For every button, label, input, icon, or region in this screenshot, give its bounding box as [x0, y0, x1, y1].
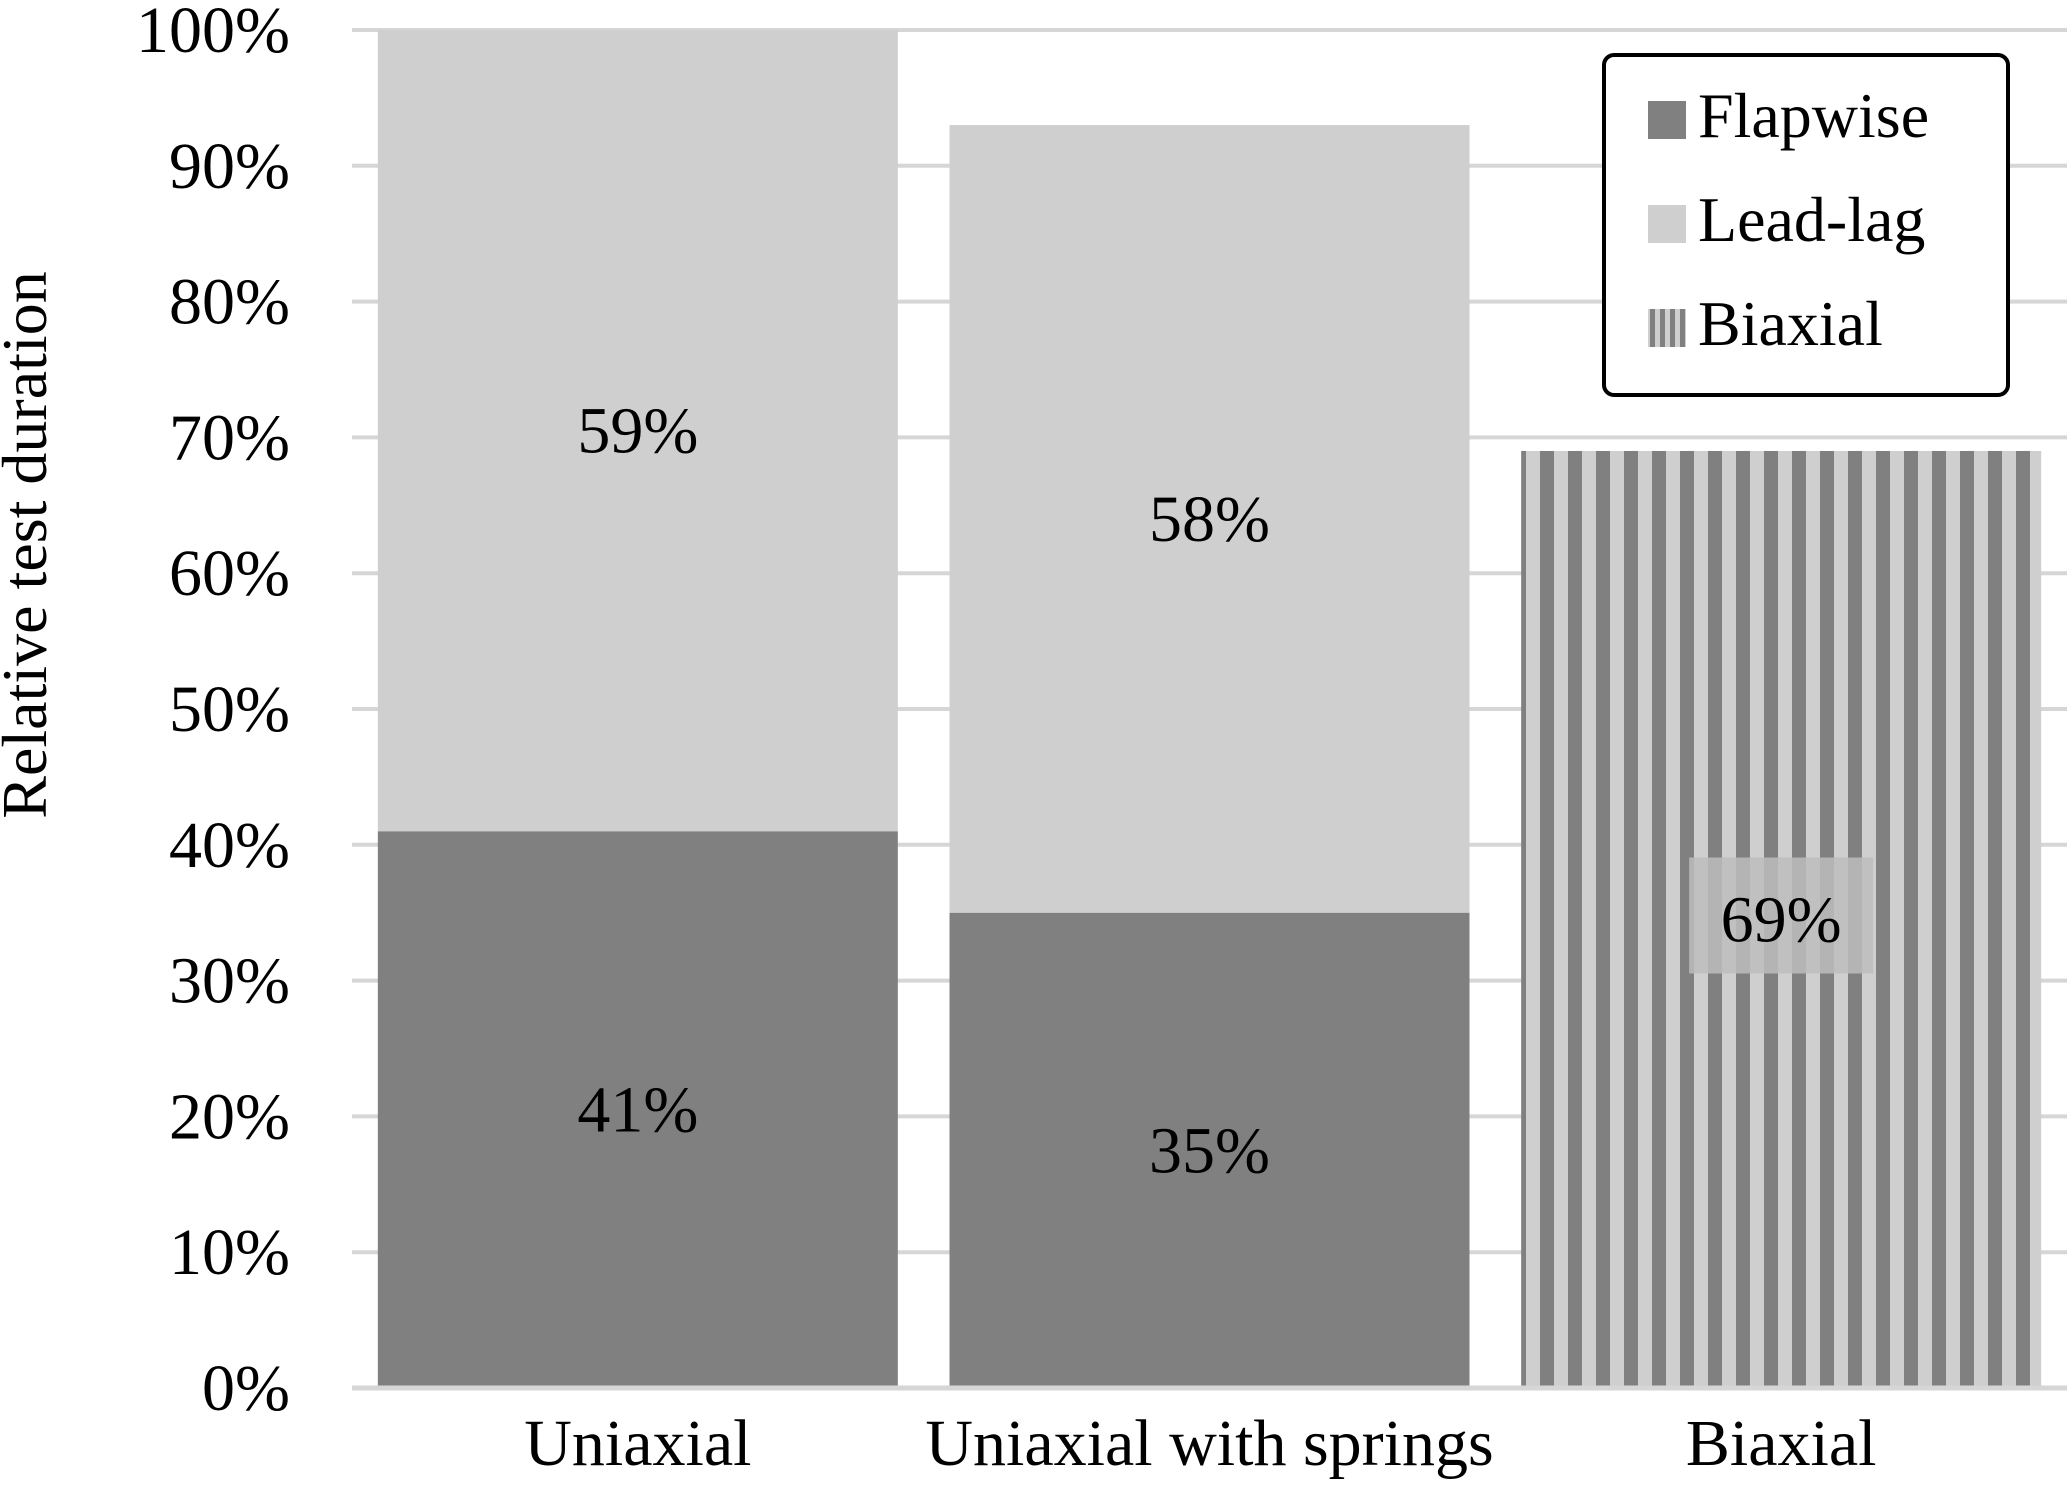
- data-label: 69%: [1721, 883, 1842, 956]
- y-tick-label: 20%: [169, 1080, 290, 1153]
- bar-flapwise: [949, 912, 1470, 1388]
- y-tick-label: 100%: [136, 0, 290, 67]
- y-tick-label: 60%: [169, 537, 290, 610]
- legend-label: Biaxial: [1698, 288, 1883, 359]
- y-tick-label: 0%: [202, 1352, 290, 1425]
- bar-flapwise: [377, 831, 898, 1388]
- data-label: 35%: [1149, 1114, 1270, 1187]
- data-label: 58%: [1149, 483, 1270, 556]
- y-tick-label: 40%: [169, 809, 290, 882]
- data-label-background: [1689, 857, 1874, 974]
- y-tick-label: 30%: [169, 945, 290, 1018]
- y-tick-label: 10%: [169, 1216, 290, 1289]
- axes: 0% 10% 20% 30% 40% 50% 60% 70% 80% 90% 100% Uniaxia…: [136, 0, 2067, 1480]
- x-category-label: Uniaxial with springs: [925, 1407, 1493, 1480]
- legend-swatch-flapwise: [1648, 101, 1686, 139]
- legend-swatch-lead-lag: [1648, 205, 1686, 243]
- y-tick-label: 80%: [169, 266, 290, 339]
- y-tick-label: 90%: [169, 130, 290, 203]
- x-category-label: Uniaxial: [524, 1407, 751, 1480]
- bar-lead-lag: [377, 30, 898, 832]
- bar-lead-lag: [949, 125, 1470, 913]
- legend-swatch-biaxial: [1648, 309, 1686, 347]
- x-category-label: Biaxial: [1686, 1407, 1877, 1480]
- legend-box: [1602, 53, 2010, 397]
- legend-label: Flapwise: [1698, 80, 1929, 151]
- data-label: 41%: [577, 1074, 698, 1147]
- y-tick-label: 50%: [169, 673, 290, 746]
- data-labels: 41% 59% 35% 58% 69%: [577, 395, 1874, 1187]
- y-axis-title: Relative test duration: [0, 271, 60, 818]
- data-label: 59%: [577, 395, 698, 468]
- bars: [377, 30, 2042, 1389]
- legend-label: Lead-lag: [1698, 184, 1925, 255]
- y-tick-label: 70%: [169, 401, 290, 474]
- legend: Flapwise Lead-lag Biaxial: [1602, 53, 2010, 397]
